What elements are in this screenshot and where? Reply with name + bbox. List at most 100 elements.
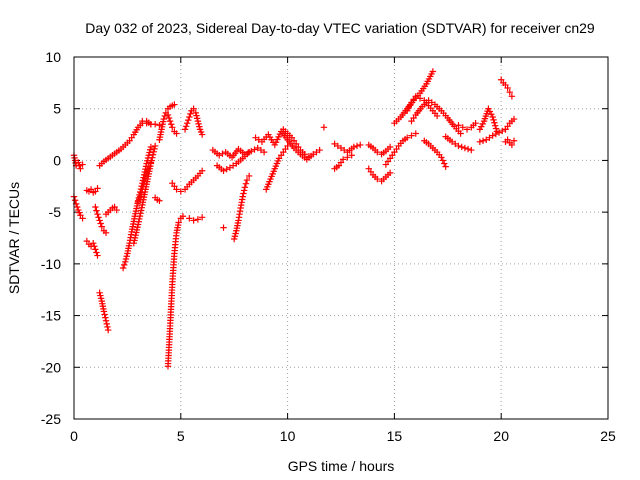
- data-point-arc-36: [425, 97, 432, 104]
- data-point-arc-10: [151, 145, 158, 153]
- data-point-arc-20: [198, 214, 206, 221]
- data-point-arc-04: [94, 252, 101, 259]
- data-point-arc-24: [242, 180, 250, 187]
- data-point-arc-06: [97, 295, 105, 302]
- data-point-arc-10: [150, 148, 157, 156]
- data-point-arc-27: [305, 153, 313, 160]
- data-point-arc-40: [492, 125, 500, 132]
- data-point-arc-32: [374, 175, 381, 183]
- data-point-arc-24: [245, 172, 253, 180]
- data-point-arc-22: [226, 164, 234, 171]
- data-point-arc-04: [92, 246, 99, 253]
- data-point-arc-40: [490, 116, 497, 124]
- data-point-arc-21: [216, 152, 223, 159]
- data-point-arc-10: [149, 151, 157, 158]
- y-tick-label: -25: [41, 411, 61, 427]
- data-point-arc-11: [140, 180, 147, 188]
- data-point-arc-38: [464, 145, 472, 153]
- data-point-arc-22: [220, 167, 227, 174]
- data-point-arc-39: [463, 126, 471, 133]
- data-point-arc-11: [137, 193, 144, 200]
- data-point-arc-38: [458, 143, 465, 151]
- data-point-arc-11: [143, 169, 150, 177]
- y-tick-label: -5: [49, 204, 62, 220]
- data-point-arc-20: [194, 216, 202, 223]
- data-point-arc-35: [406, 102, 414, 109]
- data-point-arc-21: [254, 144, 261, 152]
- grid-lines: [74, 57, 608, 419]
- data-point-arc-12: [151, 121, 159, 128]
- tick-labels: 0 5 10 15 20 25 10 5 0 -5 -10 -15 -20 -25: [41, 49, 616, 444]
- data-point-arc-18: [184, 119, 191, 127]
- data-point-arc-06: [97, 292, 104, 299]
- data-point-arc-36: [457, 130, 464, 137]
- y-tick-label: -20: [41, 359, 61, 375]
- data-point-arc-09: [122, 255, 130, 263]
- data-point-arc-06: [100, 308, 108, 315]
- data-point-arc-35: [412, 93, 419, 100]
- data-point-arc-35: [404, 107, 411, 114]
- data-point-arc-02: [71, 197, 79, 204]
- data-point-arc-09: [147, 143, 155, 151]
- data-point-arc-10: [138, 204, 145, 211]
- data-point-arc-09: [146, 149, 153, 156]
- data-point-arc-34: [429, 68, 437, 75]
- data-point-arc-11: [138, 189, 145, 197]
- data-point-arc-15: [165, 114, 173, 122]
- data-point-arc-39: [472, 119, 479, 127]
- data-point-arc-41: [483, 136, 490, 143]
- data-point-arc-39: [459, 124, 466, 131]
- data-point-arc-06: [103, 320, 110, 328]
- data-point-arc-18: [193, 115, 201, 122]
- data-point-arc-04: [91, 243, 98, 250]
- data-point-arc-11: [139, 186, 146, 193]
- y-tick-label: -15: [41, 308, 61, 324]
- data-point-arc-15: [169, 124, 176, 131]
- data-point-arc-30: [339, 156, 347, 163]
- data-point-arc-25: [310, 151, 317, 158]
- x-tick-label: 15: [387, 428, 403, 444]
- data-point-arc-30: [348, 152, 355, 159]
- data-point-arc-28: [320, 124, 328, 131]
- data-point-arc-21: [260, 148, 268, 156]
- data-point-arc-04: [90, 239, 97, 247]
- data-point-arc-11: [142, 175, 149, 182]
- x-tick-label: 20: [493, 428, 509, 444]
- data-point-arc-40: [486, 108, 494, 115]
- data-point-arc-18: [193, 112, 200, 119]
- data-point-arc-18: [196, 123, 203, 130]
- data-point-arc-38: [468, 146, 475, 154]
- data-point-arc-10: [137, 207, 145, 214]
- data-point-arc-22: [245, 148, 253, 156]
- data-point-arc-25: [313, 148, 320, 156]
- data-point-arc-42: [506, 88, 513, 96]
- data-point-arc-33: [404, 134, 411, 141]
- data-point-arc-18: [187, 110, 194, 118]
- data-point-arc-16: [179, 213, 187, 220]
- data-point-arc-21: [257, 146, 265, 154]
- data-point-arc-18: [186, 113, 193, 121]
- x-axis-label: GPS time / hours: [288, 458, 395, 474]
- y-tick-label: 5: [53, 101, 61, 117]
- data-point-arc-10: [136, 215, 143, 223]
- data-point-arc-09: [146, 146, 154, 153]
- data-point-arc-41: [486, 134, 493, 141]
- data-point-arc-30: [344, 154, 351, 161]
- data-point-arc-10: [134, 221, 142, 228]
- data-point-arc-06: [104, 326, 112, 334]
- data-point-arc-18: [190, 105, 197, 112]
- data-point-arc-40: [485, 105, 492, 112]
- data-point-arc-37: [439, 157, 447, 164]
- plot-frame: [73, 56, 609, 420]
- data-point-arc-10: [137, 210, 144, 217]
- data-point-arc-11: [141, 177, 148, 185]
- data-point-arc-41: [479, 137, 487, 144]
- data-point-arc-09: [123, 253, 130, 260]
- data-point-arc-06: [101, 311, 108, 318]
- data-point-arc-02: [79, 215, 86, 222]
- data-point-arc-24: [231, 235, 238, 243]
- data-point-arc-29: [357, 141, 364, 149]
- data-point-arc-25: [255, 136, 262, 143]
